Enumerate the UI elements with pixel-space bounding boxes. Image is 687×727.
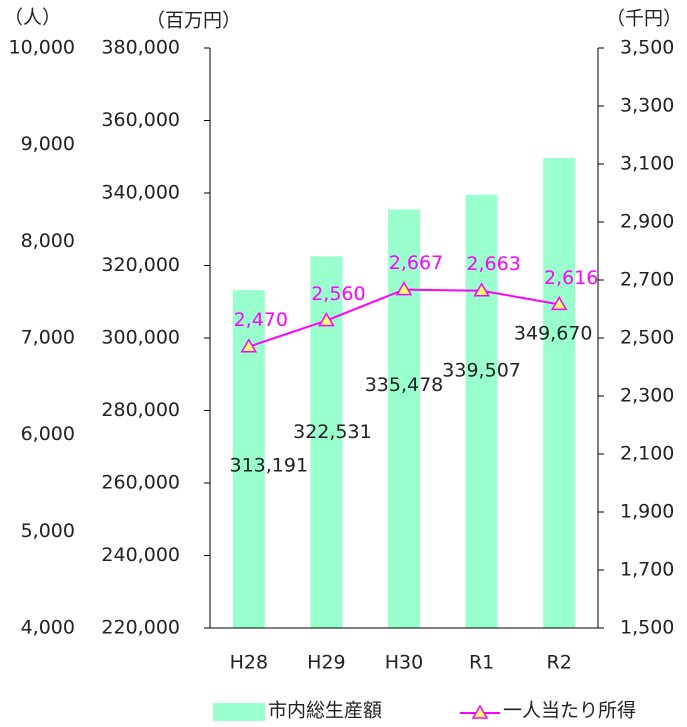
data-label: 322,531 bbox=[293, 421, 372, 443]
legend-swatch bbox=[213, 703, 265, 721]
x-tick-label: R1 bbox=[469, 652, 494, 674]
y-tick-label: 320,000 bbox=[101, 254, 180, 276]
data-label: 2,470 bbox=[234, 309, 288, 331]
marker bbox=[318, 312, 335, 327]
marker bbox=[395, 281, 413, 296]
y3-tick-label: 7,000 bbox=[21, 327, 75, 349]
y-tick-label: 340,000 bbox=[101, 182, 180, 204]
data-label: 313,191 bbox=[230, 455, 309, 477]
marker bbox=[550, 295, 568, 311]
y-tick-label: 240,000 bbox=[101, 544, 180, 566]
legend-label: 一人当たり所得 bbox=[503, 700, 636, 722]
y-tick-label: 260,000 bbox=[101, 472, 180, 494]
marker bbox=[240, 338, 258, 353]
y-tick-label: 280,000 bbox=[101, 399, 180, 421]
y2-tick-label: 3,300 bbox=[620, 95, 674, 117]
y2-label: （千円） bbox=[606, 8, 682, 30]
y3-tick-label: 4,000 bbox=[21, 617, 75, 639]
y2-tick-label: 1,700 bbox=[620, 559, 674, 581]
y2-tick-label: 2,300 bbox=[620, 385, 674, 407]
data-label: 2,560 bbox=[311, 283, 365, 305]
data-label: 335,478 bbox=[365, 374, 444, 396]
y3-tick-label: 10,000 bbox=[9, 37, 75, 59]
x-tick-label: H29 bbox=[307, 652, 345, 674]
y3-label: （人） bbox=[4, 7, 61, 29]
y2-tick-label: 3,500 bbox=[620, 37, 674, 59]
y2-tick-label: 2,500 bbox=[620, 327, 674, 349]
y-tick-label: 300,000 bbox=[101, 327, 180, 349]
data-label: 2,616 bbox=[544, 267, 598, 289]
y-tick-label: 380,000 bbox=[101, 37, 180, 59]
legend-marker bbox=[471, 704, 489, 719]
data-label: 2,667 bbox=[389, 252, 443, 274]
y-tick-label: 220,000 bbox=[101, 617, 180, 639]
y2-tick-label: 2,900 bbox=[620, 211, 674, 233]
y2-tick-label: 3,100 bbox=[620, 153, 674, 175]
y3-tick-label: 9,000 bbox=[21, 133, 75, 155]
y-label: （百万円） bbox=[146, 10, 241, 32]
data-label: 2,663 bbox=[466, 253, 520, 275]
x-tick-label: H30 bbox=[385, 652, 423, 674]
marker bbox=[473, 282, 490, 297]
y2-tick-label: 1,900 bbox=[620, 501, 674, 523]
bar bbox=[543, 157, 576, 629]
x-tick-label: R2 bbox=[547, 652, 572, 674]
y3-tick-label: 6,000 bbox=[21, 423, 75, 445]
y3-tick-label: 5,000 bbox=[21, 520, 75, 542]
bar bbox=[388, 209, 420, 628]
bar bbox=[465, 194, 498, 629]
y-tick-label: 360,000 bbox=[101, 109, 180, 131]
data-label: 339,507 bbox=[442, 359, 521, 381]
y3-tick-label: 8,000 bbox=[21, 230, 75, 252]
y2-tick-label: 2,100 bbox=[620, 443, 674, 465]
y2-tick-label: 2,700 bbox=[620, 269, 674, 291]
legend-label: 市内総生産額 bbox=[268, 700, 382, 722]
x-tick-label: H28 bbox=[230, 652, 268, 674]
data-label: 349,670 bbox=[514, 322, 593, 344]
y2-tick-label: 1,500 bbox=[620, 617, 674, 639]
